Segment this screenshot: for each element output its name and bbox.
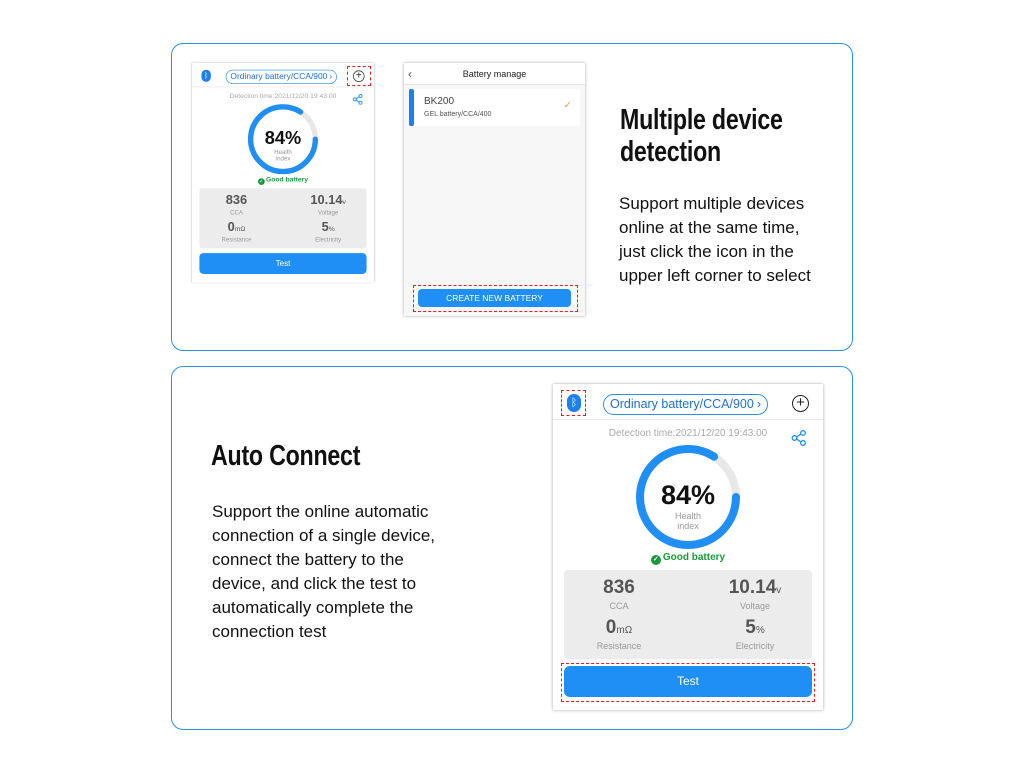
stats-panel: 836 CCA 10.14v Voltage 0mΩ Resistance 5% Ele…: [199, 188, 367, 249]
stat-label: CCA: [609, 601, 629, 611]
app-header: ᛒ Ordinary battery/CCA/900 › +: [192, 63, 374, 88]
detection-time: Detection time:2021/12/20 19:43:00: [229, 92, 337, 101]
multiple-device-panel: [171, 43, 853, 351]
highlight-bluetooth-icon: [561, 390, 586, 416]
share-icon[interactable]: [352, 94, 363, 105]
stats-panel: 836 CCA 10.14v Voltage 0mΩ Resistance 5% Ele…: [564, 570, 812, 659]
stat-value: 5: [321, 220, 329, 235]
check-circle-icon: ✓: [650, 555, 661, 565]
stat-unit: mΩ: [616, 625, 633, 636]
detection-time: Detection time:2021/12/20 19:43:00: [608, 428, 768, 439]
section2-body: Support the online automatic connection …: [212, 502, 436, 641]
stat-cca: 836 CCA: [199, 193, 273, 216]
battery-list-item[interactable]: BK200 GEL battery/CCA/400 ✓: [409, 89, 580, 126]
stat-label: Voltage: [739, 601, 771, 611]
section1-body: Support multiple devices online at the s…: [619, 194, 811, 285]
checkmark-icon: ✓: [563, 100, 572, 111]
health-label: Health index: [274, 148, 292, 163]
title-line: Multiple device: [620, 104, 783, 136]
stat-label: Resistance: [221, 236, 252, 243]
chevron-right-icon: ›: [329, 71, 333, 82]
selected-indicator: [409, 89, 414, 126]
battery-type-selector[interactable]: Ordinary battery/CCA/900 ›: [225, 69, 337, 84]
stat-voltage: 10.14v Voltage: [291, 193, 365, 216]
add-device-icon[interactable]: +: [353, 70, 365, 82]
create-new-battery-button[interactable]: CREATE NEW BATTERY: [418, 289, 571, 307]
stat-label: CCA: [230, 209, 243, 216]
health-label: Health index: [674, 511, 701, 531]
health-ring: [247, 104, 319, 175]
health-percent: 84%: [264, 127, 302, 148]
check-circle-icon: ✓: [257, 178, 265, 185]
stat-resistance: 0mΩ Resistance: [564, 617, 674, 652]
bluetooth-icon[interactable]: ᛒ: [567, 394, 581, 412]
stat-value: 0: [605, 617, 617, 638]
bluetooth-icon[interactable]: ᛒ: [201, 69, 211, 82]
ring-progress: [636, 445, 740, 549]
stat-cca: 836 CCA: [564, 577, 674, 612]
stat-label: Resistance: [596, 641, 642, 651]
stat-unit: mΩ: [234, 225, 246, 233]
battery-test-screen-small: ᛒ Ordinary battery/CCA/900 › + Detection …: [192, 63, 374, 283]
highlight-add-icon: [347, 66, 371, 86]
back-icon[interactable]: ‹: [408, 67, 412, 81]
share-icon[interactable]: [791, 430, 807, 446]
stat-unit: v: [342, 198, 346, 206]
test-button[interactable]: Test: [199, 253, 367, 274]
highlight-test-button: [561, 663, 815, 702]
stat-value: 5: [745, 617, 756, 638]
health-ring: [636, 445, 740, 549]
chevron-right-icon: ›: [756, 397, 761, 411]
screen-title: Battery manage: [462, 69, 527, 79]
section1-title: Multiple device detection: [620, 104, 783, 168]
stat-electricity: 5% Electricity: [291, 220, 365, 243]
battery-spec: GEL battery/CCA/400: [424, 111, 492, 118]
add-device-icon[interactable]: +: [792, 395, 809, 412]
stat-value: 0: [227, 220, 235, 235]
test-button[interactable]: Test: [564, 666, 812, 697]
battery-type-selector[interactable]: Ordinary battery/CCA/900 ›: [603, 394, 768, 415]
status-text: Good battery: [266, 176, 309, 184]
stat-label: Voltage: [318, 209, 339, 216]
status-badge: ✓ Good battery: [192, 176, 374, 185]
stat-unit: v: [776, 585, 782, 596]
ring-progress: [247, 104, 319, 175]
stat-value: 10.14: [310, 193, 343, 208]
stat-value: 10.14: [728, 577, 777, 598]
stat-unit: %: [755, 625, 765, 636]
battery-name: BK200: [424, 96, 455, 107]
battery-type-label: Ordinary battery/CCA/900: [230, 71, 328, 82]
battery-manage-header: ‹ Battery manage: [404, 63, 585, 85]
title-line: detection: [620, 136, 721, 168]
section2-title: Auto Connect: [211, 440, 361, 472]
battery-type-label: Ordinary battery/CCA/900: [610, 397, 754, 411]
stat-voltage: 10.14v Voltage: [700, 577, 810, 612]
status-badge: ✓ Good battery: [553, 552, 823, 565]
health-percent: 84%: [660, 480, 716, 510]
battery-manage-screen: ‹ Battery manage BK200 GEL battery/CCA/40…: [404, 63, 585, 316]
stat-unit: %: [328, 225, 335, 233]
auto-connect-panel: [171, 366, 853, 730]
highlight-create-button: [413, 285, 578, 312]
stat-label: Electricity: [315, 236, 342, 243]
stat-value: 836: [603, 577, 635, 598]
battery-test-screen: ᛒ Ordinary battery/CCA/900 › + Detection …: [553, 384, 823, 710]
stat-electricity: 5% Electricity: [700, 617, 810, 652]
stat-resistance: 0mΩ Resistance: [199, 220, 273, 243]
stat-label: Electricity: [735, 641, 775, 651]
status-text: Good battery: [662, 552, 726, 563]
app-header: ᛒ Ordinary battery/CCA/900 › +: [553, 384, 823, 420]
stat-value: 836: [225, 193, 248, 208]
